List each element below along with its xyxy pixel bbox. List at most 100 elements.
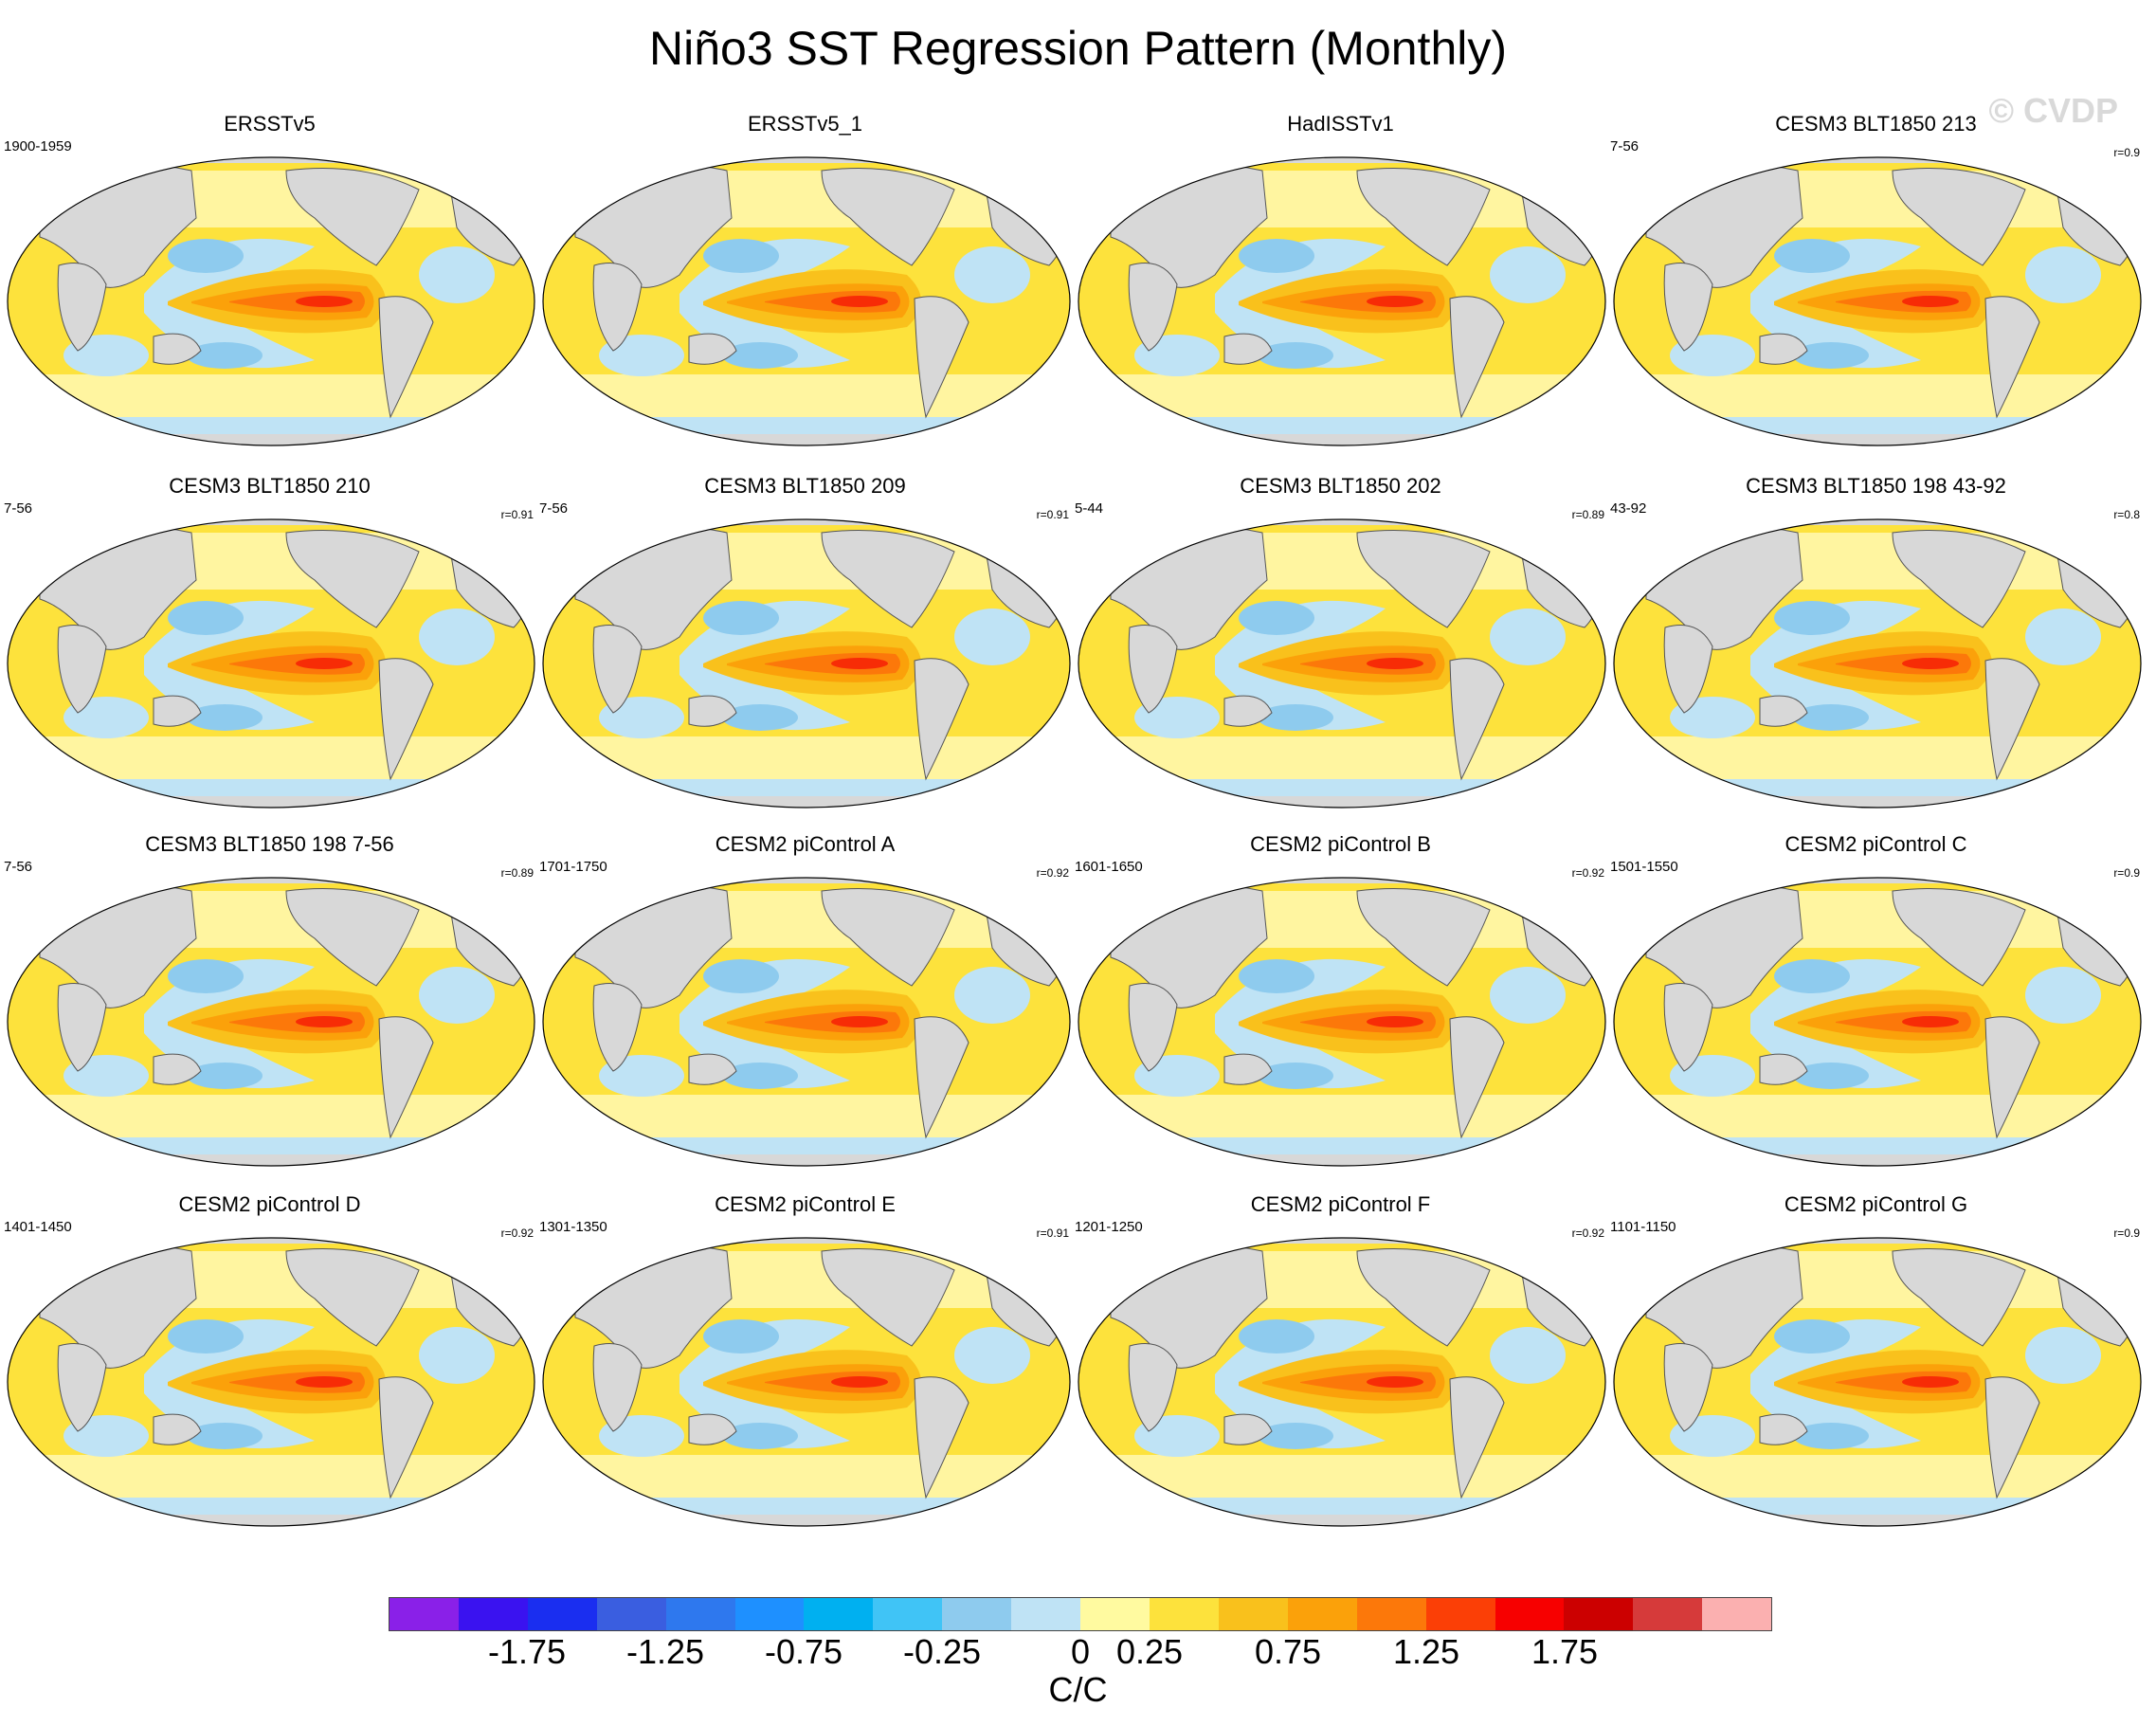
colorbar-box — [1702, 1598, 1772, 1630]
colorbar-box — [1425, 1598, 1495, 1630]
australia-land — [688, 1413, 737, 1445]
north-america-land — [821, 888, 955, 987]
panel-correlation: r=0.8 — [2113, 508, 2140, 521]
south-america-land — [1449, 1376, 1505, 1499]
map-panel: HadISSTv1 — [1073, 112, 1608, 463]
map-border — [1613, 1237, 2142, 1527]
panel-correlation: r=0.91 — [1036, 1226, 1069, 1240]
colorbar-box — [1287, 1598, 1357, 1630]
panel-period: 7-56 — [4, 859, 33, 875]
map-panel: CESM2 piControl E 1301-1350 r=0.91 — [537, 1192, 1073, 1543]
north-america-land — [1356, 530, 1491, 628]
colorbar-box — [734, 1598, 805, 1630]
colorbar-tick-label: -0.75 — [764, 1632, 843, 1671]
antarctica-land — [1078, 1515, 1605, 1526]
south-america-land — [1984, 658, 2040, 781]
panel-title: CESM3 BLT1850 209 — [704, 474, 906, 498]
panel-title: CESM3 BLT1850 210 — [169, 474, 371, 498]
warm-tongue-core — [1902, 296, 1959, 307]
south-america-land — [914, 658, 969, 781]
antarctica-land — [543, 434, 1070, 445]
africa-land — [592, 263, 643, 352]
panel-period: 1900-1959 — [4, 138, 72, 154]
map-panel: CESM3 BLT1850 202 5-44 r=0.89 — [1073, 474, 1608, 825]
warm-tongue-core — [1902, 658, 1959, 669]
panel-correlation: r=0.89 — [1571, 508, 1604, 521]
colorbar-box — [1080, 1598, 1150, 1630]
warm-tongue-core — [1367, 1016, 1423, 1027]
page-title: Niño3 SST Regression Pattern (Monthly) — [648, 22, 1508, 75]
australia-land — [1223, 1053, 1273, 1085]
panel-period: 1501-1550 — [1610, 859, 1678, 875]
antarctica-land — [543, 1154, 1070, 1166]
panel-period: 1101-1150 — [1610, 1219, 1676, 1235]
panel-title: CESM2 piControl B — [1250, 832, 1431, 856]
africa-land — [592, 625, 643, 714]
north-america-land — [1356, 888, 1491, 987]
south-america-land — [1984, 296, 2040, 419]
africa-land — [1663, 1343, 1713, 1432]
map-border — [7, 518, 535, 808]
antarctica-land — [1614, 1515, 2141, 1526]
colorbar-box — [1149, 1598, 1219, 1630]
north-america-land — [1356, 168, 1491, 266]
panel-correlation: r=0.92 — [1571, 866, 1604, 880]
panel-correlation: r=0.9 — [2113, 1226, 2140, 1240]
panel-title: CESM3 BLT1850 213 — [1775, 112, 1977, 136]
map-panel: ERSSTv5 1900-1959 — [2, 112, 537, 463]
africa-land — [1128, 263, 1178, 352]
north-america-land — [821, 1248, 955, 1347]
warm-tongue-core — [296, 658, 353, 669]
africa-land — [592, 1343, 643, 1432]
panel-correlation: r=0.91 — [500, 508, 534, 521]
australia-land — [1223, 1413, 1273, 1445]
colorbar-tick-label: -1.75 — [487, 1632, 567, 1671]
australia-land — [153, 1413, 202, 1445]
colorbar-labels: -1.75 -1.25 -0.75 -0.25 0 0.25 0.75 1.25 1.75 — [0, 1632, 2156, 1671]
warm-tongue-core — [1367, 658, 1423, 669]
panel-correlation: r=0.92 — [500, 1226, 534, 1240]
map-panel: CESM3 BLT1850 198 7-56 7-56 r=0.89 — [2, 832, 537, 1183]
panel-correlation: r=0.89 — [500, 866, 534, 880]
map-border — [1078, 877, 1606, 1167]
colorbar-box — [458, 1598, 528, 1630]
south-america-land — [1449, 658, 1505, 781]
north-america-land — [1892, 1248, 2026, 1347]
antarctica-land — [8, 1515, 534, 1526]
australia-land — [153, 1053, 202, 1085]
colorbar-units: C/C — [1048, 1670, 1108, 1709]
warm-tongue-core — [296, 1016, 353, 1027]
warm-tongue-core — [1902, 1016, 1959, 1027]
south-america-land — [1984, 1376, 2040, 1499]
australia-land — [1759, 1053, 1808, 1085]
africa-land — [57, 263, 107, 352]
south-america-land — [1449, 296, 1505, 419]
panel-period: 7-56 — [4, 500, 33, 517]
map-panel: CESM2 piControl C 1501-1550 r=0.9 — [1608, 832, 2144, 1183]
warm-tongue-core — [296, 1376, 353, 1388]
map-border — [1613, 156, 2142, 446]
australia-land — [688, 695, 737, 727]
warm-tongue-core — [831, 658, 888, 669]
australia-land — [1759, 333, 1808, 365]
south-america-land — [378, 658, 434, 781]
warm-tongue-core — [1367, 1376, 1423, 1388]
colorbar-box — [665, 1598, 735, 1630]
africa-land — [57, 983, 107, 1072]
map-border — [1078, 156, 1606, 446]
panel-period: 1701-1750 — [539, 859, 607, 875]
south-america-land — [1984, 1016, 2040, 1139]
africa-land — [592, 983, 643, 1072]
antarctica-land — [543, 796, 1070, 808]
colorbar — [389, 1597, 1772, 1631]
africa-land — [1663, 625, 1713, 714]
antarctica-land — [1614, 796, 2141, 808]
colorbar-tick-label: 1.25 — [1392, 1632, 1460, 1671]
panel-title: CESM2 piControl E — [715, 1192, 896, 1216]
panel-title: CESM3 BLT1850 202 — [1240, 474, 1441, 498]
map-border — [7, 156, 535, 446]
panel-title: CESM3 BLT1850 198 7-56 — [145, 832, 394, 856]
north-america-land — [285, 1248, 420, 1347]
warm-tongue-core — [831, 1376, 888, 1388]
colorbar-box — [596, 1598, 666, 1630]
